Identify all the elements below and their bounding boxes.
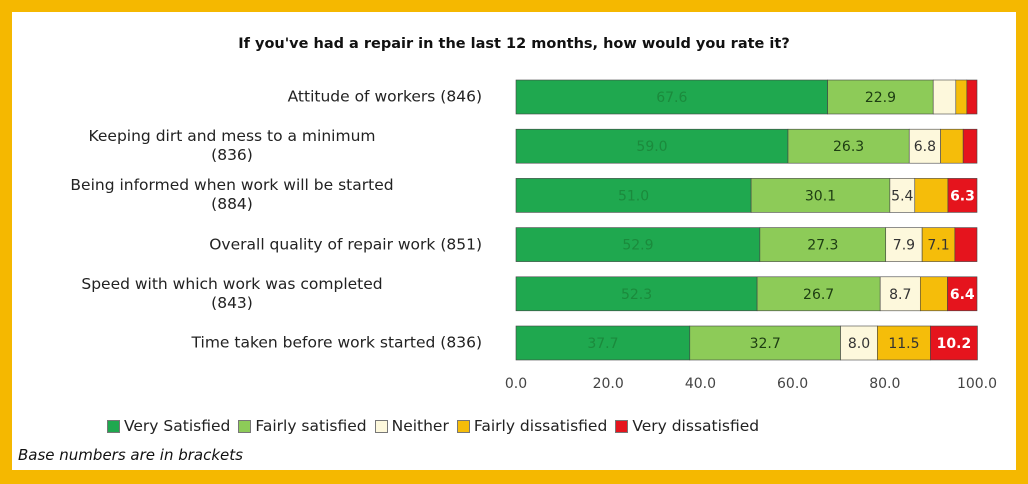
value-label: 30.1 bbox=[805, 188, 836, 204]
bar-segment bbox=[947, 178, 978, 213]
legend-label: Fairly dissatisfied bbox=[473, 417, 608, 435]
category-label: Speed with which work was completed (843… bbox=[81, 274, 383, 312]
value-label: 7.9 bbox=[893, 238, 915, 254]
legend-swatch bbox=[374, 419, 388, 433]
category-label: Overall quality of repair work (851) bbox=[209, 235, 482, 254]
bar-segment bbox=[515, 276, 758, 312]
category-label: Being informed when work will be started… bbox=[70, 176, 394, 214]
value-label: 7.1 bbox=[927, 238, 949, 254]
value-label: 8.0 bbox=[848, 336, 870, 352]
legend-label: Neither bbox=[391, 417, 449, 435]
legend-item: Very dissatisfied bbox=[615, 417, 759, 435]
value-label: 6.3 bbox=[950, 188, 975, 204]
category-label: Time taken before work started (836) bbox=[191, 333, 482, 352]
bar-segment bbox=[919, 276, 948, 312]
value-label: 32.7 bbox=[750, 336, 781, 352]
legend-label: Very dissatisfied bbox=[632, 417, 760, 435]
legend-item: Neither bbox=[374, 417, 449, 435]
value-label: 52.3 bbox=[621, 287, 652, 303]
value-label: 10.2 bbox=[937, 336, 972, 352]
bar-segment bbox=[930, 325, 978, 361]
bar-segment bbox=[877, 325, 931, 361]
value-label: 6.8 bbox=[914, 139, 936, 155]
bar-segment bbox=[885, 227, 923, 262]
legend-swatch bbox=[456, 419, 470, 433]
legend-swatch bbox=[615, 419, 629, 433]
value-label: 6.4 bbox=[950, 287, 975, 303]
bar-segment bbox=[932, 79, 957, 115]
bar-segment bbox=[947, 276, 978, 312]
value-label: 37.7 bbox=[587, 336, 618, 352]
value-label: 67.6 bbox=[656, 90, 687, 106]
bar-segment bbox=[955, 79, 968, 115]
bar-segment bbox=[962, 128, 978, 164]
legend-item: Fairly dissatisfied bbox=[456, 417, 608, 435]
x-tick-label: 40.0 bbox=[685, 376, 716, 392]
bar-segment bbox=[921, 227, 956, 262]
bar-segment bbox=[966, 79, 978, 115]
value-label: 8.7 bbox=[889, 287, 911, 303]
note: Base numbers are in brackets bbox=[18, 446, 243, 464]
bar-segment bbox=[827, 79, 934, 115]
value-label: 27.3 bbox=[807, 238, 838, 254]
legend-swatch bbox=[238, 419, 252, 433]
value-label: 26.3 bbox=[833, 139, 864, 155]
legend-label: Fairly satisfied bbox=[255, 417, 367, 435]
bar-segment bbox=[954, 227, 978, 262]
chart-title: If you've had a repair in the last 12 mo… bbox=[238, 36, 790, 52]
value-label: 5.4 bbox=[891, 188, 913, 204]
bar-segment bbox=[879, 276, 921, 312]
bar-segment bbox=[940, 128, 964, 164]
category-label: Attitude of workers (846) bbox=[287, 87, 482, 106]
category-label: Keeping dirt and mess to a minimum (836) bbox=[88, 127, 376, 165]
bar-segment bbox=[515, 178, 752, 213]
x-tick-label: 80.0 bbox=[869, 376, 900, 392]
x-tick-label: 100.0 bbox=[957, 376, 997, 392]
chart: 67.6 22.9 59.0 26.3 6.8 51.0 30.1 5.4 6.3 52.9 27.… bbox=[505, 79, 997, 392]
bar-segment bbox=[787, 128, 910, 164]
value-label: 11.5 bbox=[888, 336, 919, 352]
value-label: 51.0 bbox=[618, 188, 649, 204]
legend-item: Very Satisfied bbox=[107, 417, 230, 435]
x-tick-label: 20.0 bbox=[593, 376, 624, 392]
x-tick-label: 0.0 bbox=[505, 376, 527, 392]
legend-item: Fairly satisfied bbox=[238, 417, 367, 435]
value-label: 52.9 bbox=[622, 238, 653, 254]
bar-segment bbox=[759, 227, 887, 262]
bar-segment bbox=[689, 325, 841, 361]
x-tick-label: 60.0 bbox=[777, 376, 808, 392]
legend-swatch bbox=[107, 419, 120, 433]
bar-segment bbox=[515, 79, 828, 115]
bar-segment bbox=[908, 128, 941, 164]
bar-segment bbox=[756, 276, 881, 312]
bar-segment bbox=[889, 178, 916, 213]
value-label: 26.7 bbox=[803, 287, 834, 303]
bar-segment bbox=[914, 178, 949, 213]
value-label: 22.9 bbox=[865, 90, 896, 106]
legend-label: Very Satisfied bbox=[124, 417, 231, 435]
panel: 67.6 22.9 59.0 26.3 6.8 51.0 30.1 5.4 6.3 52.9 27.… bbox=[12, 12, 1016, 470]
bar-segment bbox=[750, 178, 891, 213]
bar-segment bbox=[515, 325, 691, 361]
value-label: 59.0 bbox=[636, 139, 667, 155]
legend: Very Satisfied Fairly satisfied Neither Fai… bbox=[107, 417, 759, 435]
bar-segment bbox=[840, 325, 878, 361]
bar-segment bbox=[515, 227, 761, 262]
